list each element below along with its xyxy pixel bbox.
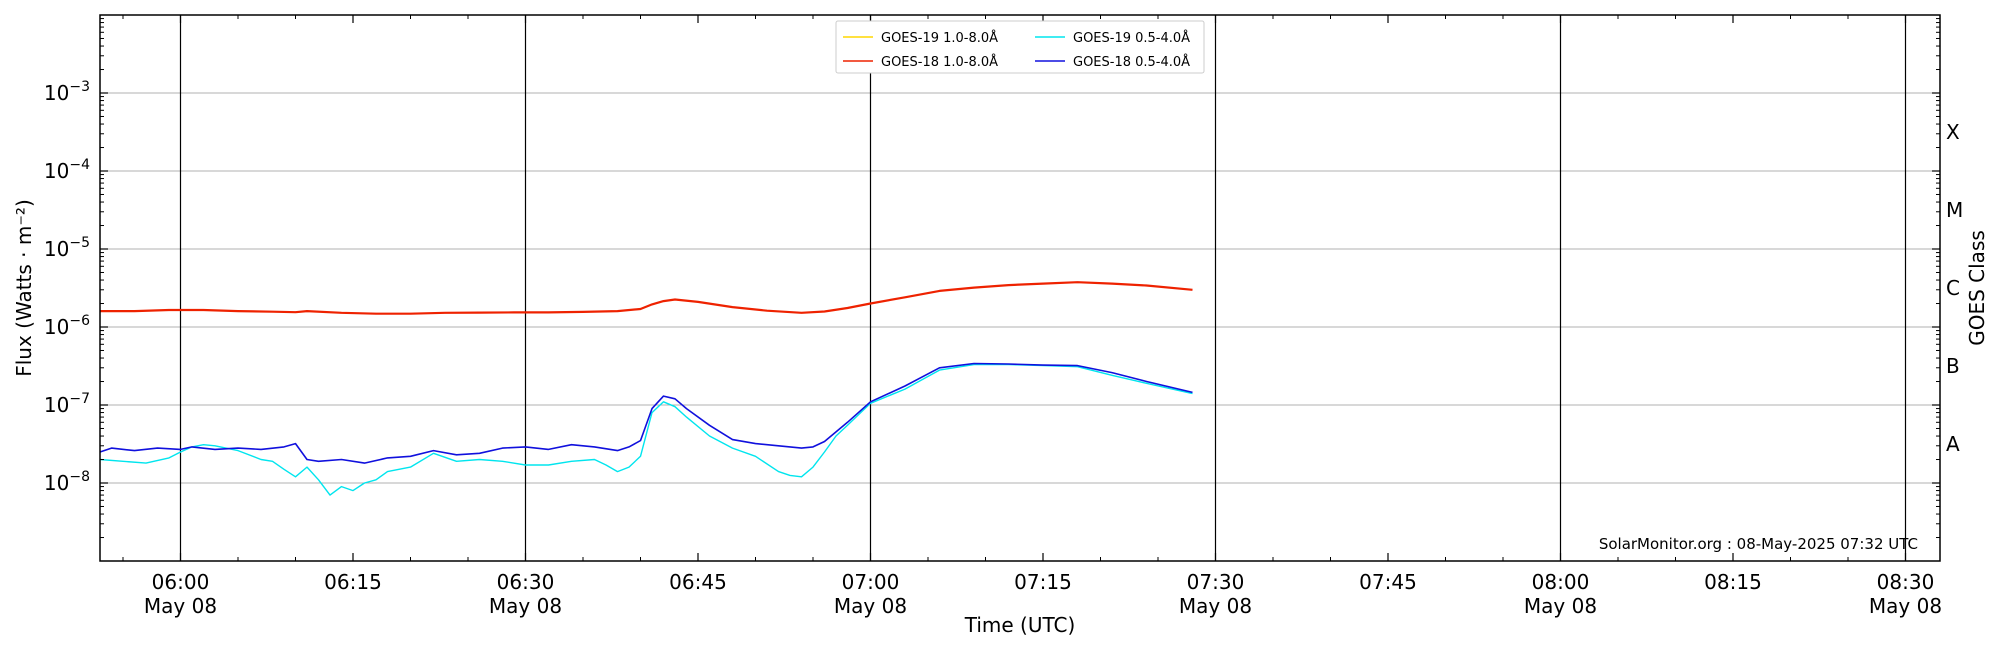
axis-ticks (100, 15, 1940, 561)
legend-label: GOES-18 1.0-8.0Å (881, 54, 998, 70)
legend-box (835, 20, 1205, 74)
legend-label: GOES-19 1.0-8.0Å (881, 30, 998, 46)
x-tick-date-label: May 08 (144, 594, 217, 618)
legend-label: GOES-19 0.5-4.0Å (1073, 30, 1190, 46)
y-tick-labels: 10−8 10−7 10−6 10−5 10−4 10−3 (44, 79, 90, 495)
goes-class-m: M (1946, 198, 1963, 222)
series-lines (99, 281, 1193, 496)
plot-frame (99, 14, 1941, 562)
x-tick-label: 07:45 (1359, 570, 1417, 594)
series-line-4 (99, 362, 1193, 464)
x-tick-date-label: May 08 (1524, 594, 1597, 618)
legend-label: GOES-18 0.5-4.0Å (1073, 54, 1190, 70)
y-axis-title: Flux (Watts · m⁻²) (12, 199, 36, 377)
y-tick-label: 10−8 (44, 469, 90, 495)
y-tick-exponent: −7 (69, 391, 90, 407)
goes-class-c: C (1946, 276, 1960, 300)
y-tick-label: 10−3 (44, 79, 90, 105)
y-tick-label: 10−6 (44, 313, 90, 339)
goes-class-x: X (1946, 120, 1960, 144)
y-tick-exponent: −8 (69, 469, 90, 485)
x-axis-title: Time (UTC) (964, 613, 1076, 637)
y-tick-exponent: −4 (69, 157, 90, 173)
source-annotation: SolarMonitor.org : 08-May-2025 07:32 UTC (1599, 535, 1918, 553)
y-tick-exponent: −5 (69, 235, 90, 251)
y-tick-exponent: −6 (69, 313, 90, 329)
x-tick-label: 07:15 (1014, 570, 1072, 594)
day-vertical-lines (179, 15, 1907, 561)
x-tick-date-label: May 08 (1179, 594, 1252, 618)
legend-items: GOES-19 1.0-8.0Å GOES-18 1.0-8.0Å GOES-19 … (843, 30, 1190, 70)
x-tick-label: 07:30 (1187, 570, 1245, 594)
goes-class-axis-title: GOES Class (1965, 230, 1989, 346)
goes-class-labels: A B C M X (1946, 120, 1963, 456)
x-tick-date-label: May 08 (1869, 594, 1942, 618)
x-tick-label: 06:00 (152, 570, 210, 594)
series-line-3 (99, 363, 1193, 496)
goes-class-a: A (1946, 432, 1960, 456)
x-tick-label: 06:45 (669, 570, 727, 594)
y-tick-exponent: −3 (69, 79, 90, 95)
y-tick-label: 10−7 (44, 391, 90, 417)
y-tick-label: 10−5 (44, 235, 90, 261)
x-tick-label: 08:15 (1704, 570, 1762, 594)
x-tick-date-label: May 08 (489, 594, 562, 618)
grid-lines (100, 92, 1940, 484)
x-tick-label: 08:00 (1532, 570, 1590, 594)
x-tick-label: 06:15 (324, 570, 382, 594)
series-line-2 (100, 281, 1193, 315)
x-tick-date-label: May 08 (834, 594, 907, 618)
goes-class-b: B (1946, 354, 1960, 378)
x-tick-label: 06:30 (497, 570, 555, 594)
legend: GOES-19 1.0-8.0Å GOES-18 1.0-8.0Å GOES-19 … (835, 20, 1205, 74)
x-tick-label: 08:30 (1877, 570, 1935, 594)
x-tick-label: 07:00 (842, 570, 900, 594)
y-tick-label: 10−4 (44, 157, 90, 183)
